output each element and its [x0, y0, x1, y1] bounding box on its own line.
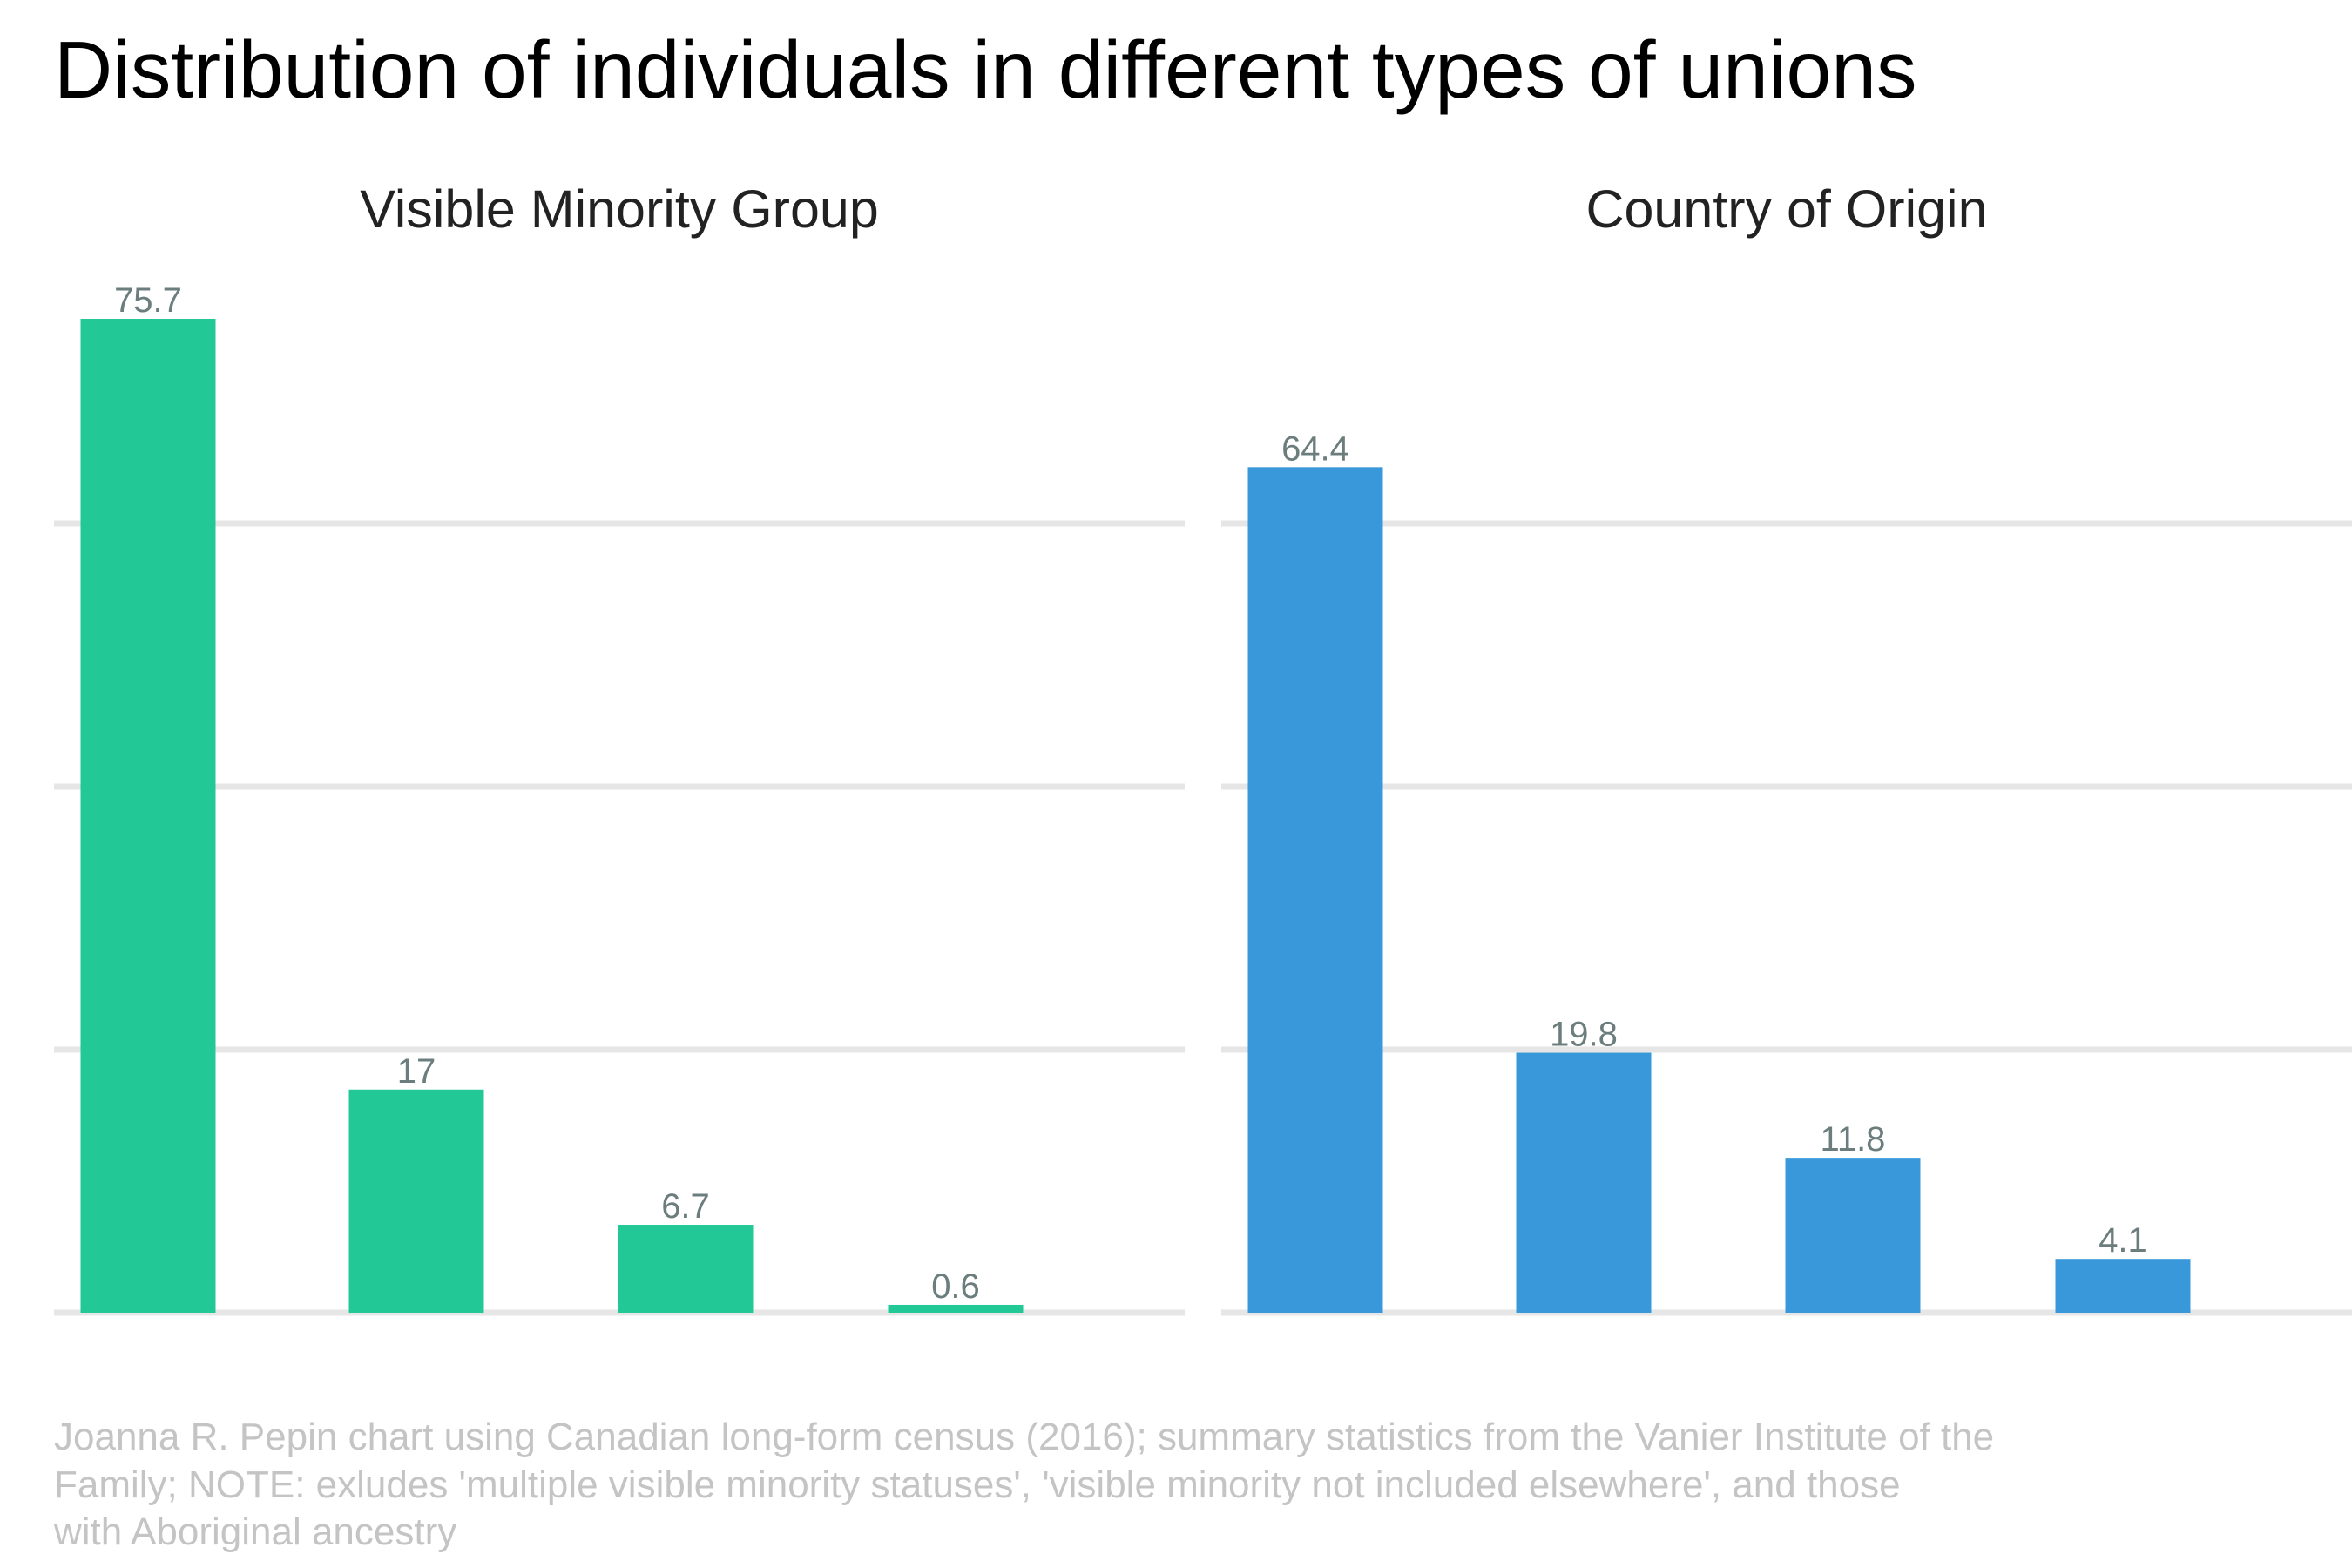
chart-title: Distribution of individuals in different… [54, 24, 1917, 115]
bar-value-label: 64.4 [1281, 429, 1349, 468]
bar-visible-minority-2 [348, 1089, 484, 1313]
caption-line-2: Family; NOTE: exludes 'multiple visible … [54, 1463, 1901, 1506]
bar-visible-minority-4 [888, 1304, 1024, 1313]
bar-country-of-origin-2 [1516, 1052, 1652, 1313]
bar-value-label: 6.7 [661, 1187, 710, 1226]
bar-value-label: 4.1 [2099, 1221, 2147, 1260]
bar-country-of-origin-4 [2055, 1259, 2191, 1313]
caption-line-3: with Aboriginal ancestry [53, 1511, 456, 1553]
facet-title-visible-minority: Visible Minority Group [360, 179, 879, 239]
bar-value-label: 0.6 [931, 1267, 980, 1306]
plot-panel-visible-minority: 75.7 17 6.7 0.6 [54, 281, 1185, 1316]
facet-visible-minority: Visible Minority Group 75.7 17 6.7 0.6 [54, 179, 1185, 1316]
bar-visible-minority-3 [618, 1225, 754, 1313]
bar-value-label: 19.8 [1550, 1016, 1618, 1054]
bar-country-of-origin-1 [1247, 467, 1383, 1313]
facet-title-country-of-origin: Country of Origin [1585, 179, 1987, 239]
bar-visible-minority-1 [80, 319, 216, 1313]
bar-value-label: 75.7 [114, 281, 182, 320]
bar-value-label: 17 [397, 1052, 436, 1091]
caption-line-1: Joanna R. Pepin chart using Canadian lon… [54, 1416, 1994, 1458]
bar-country-of-origin-3 [1785, 1158, 1921, 1313]
bar-value-label: 11.8 [1821, 1120, 1886, 1159]
plot-panel-country-of-origin: 64.4 19.8 11.8 4.1 [1221, 429, 2352, 1316]
caption: Joanna R. Pepin chart using Canadian lon… [53, 1416, 1994, 1553]
facet-country-of-origin: Country of Origin 64.4 19.8 11.8 4.1 [1221, 179, 2352, 1316]
